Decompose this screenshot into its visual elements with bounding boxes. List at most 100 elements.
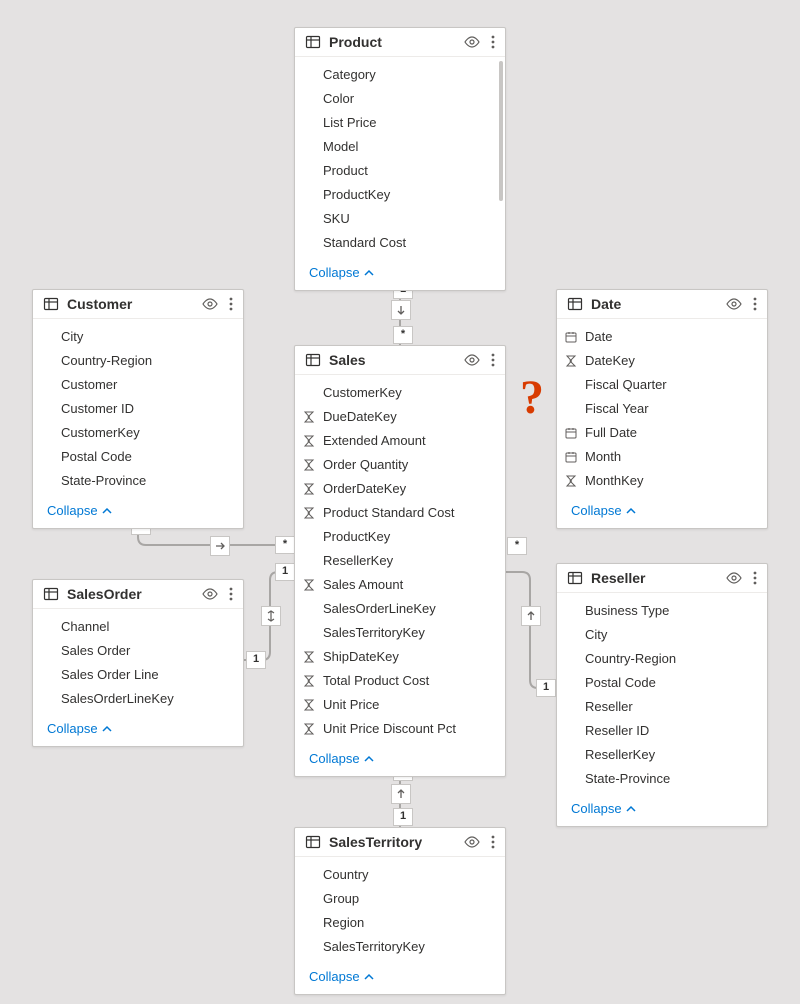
field-row[interactable]: Order Quantity: [295, 453, 505, 477]
field-row[interactable]: Channel: [33, 615, 243, 639]
field-row[interactable]: Country-Region: [557, 647, 767, 671]
table-header[interactable]: Sales: [295, 346, 505, 375]
field-row[interactable]: ProductKey: [295, 183, 505, 207]
field-row[interactable]: Model: [295, 135, 505, 159]
field-row[interactable]: Reseller ID: [557, 719, 767, 743]
visibility-icon[interactable]: [725, 297, 743, 311]
field-row[interactable]: List Price: [295, 111, 505, 135]
relationship-reseller-sales[interactable]: [506, 572, 556, 688]
field-row[interactable]: OrderDateKey: [295, 477, 505, 501]
field-row[interactable]: City: [557, 623, 767, 647]
filter-direction-icon[interactable]: [391, 300, 411, 320]
table-card-reseller[interactable]: Reseller Business TypeCityCountry-RegionP…: [556, 563, 768, 827]
field-row[interactable]: Extended Amount: [295, 429, 505, 453]
field-row[interactable]: CustomerKey: [33, 421, 243, 445]
field-row[interactable]: SalesOrderLineKey: [33, 687, 243, 711]
field-row[interactable]: Country-Region: [33, 349, 243, 373]
field-row[interactable]: Fiscal Quarter: [557, 373, 767, 397]
collapse-button[interactable]: Collapse: [309, 751, 374, 766]
more-options-icon[interactable]: [753, 570, 757, 586]
visibility-icon[interactable]: [463, 35, 481, 49]
field-row[interactable]: Region: [295, 911, 505, 935]
field-row[interactable]: SalesOrderLineKey: [295, 597, 505, 621]
collapse-button[interactable]: Collapse: [47, 721, 112, 736]
field-row[interactable]: Total Product Cost: [295, 669, 505, 693]
field-row[interactable]: Month: [557, 445, 767, 469]
field-row[interactable]: MonthKey: [557, 469, 767, 493]
visibility-icon[interactable]: [463, 835, 481, 849]
field-row[interactable]: Product: [295, 159, 505, 183]
table-header[interactable]: Product: [295, 28, 505, 57]
field-row[interactable]: Sales Amount: [295, 573, 505, 597]
filter-direction-icon[interactable]: [391, 784, 411, 804]
table-title: SalesTerritory: [329, 834, 463, 850]
table-card-salesterritory[interactable]: SalesTerritory CountryGroupRegionSalesTer…: [294, 827, 506, 995]
visibility-icon[interactable]: [201, 587, 219, 601]
more-options-icon[interactable]: [229, 296, 233, 312]
missing-relationship-annotation: ?: [520, 370, 544, 425]
field-row[interactable]: Full Date: [557, 421, 767, 445]
field-row[interactable]: Product Standard Cost: [295, 501, 505, 525]
field-row[interactable]: Customer ID: [33, 397, 243, 421]
field-row[interactable]: Date: [557, 325, 767, 349]
field-row[interactable]: ShipDateKey: [295, 645, 505, 669]
field-row[interactable]: Reseller: [557, 695, 767, 719]
table-card-customer[interactable]: CustomerCityCountry-RegionCustomerCustom…: [32, 289, 244, 529]
field-row[interactable]: Postal Code: [557, 671, 767, 695]
field-row[interactable]: Color: [295, 87, 505, 111]
table-header[interactable]: Reseller: [557, 564, 767, 593]
field-row[interactable]: Sales Order: [33, 639, 243, 663]
field-row[interactable]: Group: [295, 887, 505, 911]
visibility-icon[interactable]: [725, 571, 743, 585]
table-header[interactable]: Date: [557, 290, 767, 319]
table-header[interactable]: SalesOrder: [33, 580, 243, 609]
field-row[interactable]: City: [33, 325, 243, 349]
field-row[interactable]: Standard Cost: [295, 231, 505, 255]
field-row[interactable]: ResellerKey: [557, 743, 767, 767]
field-row[interactable]: CustomerKey: [295, 381, 505, 405]
table-card-sales[interactable]: Sales CustomerKeyDueDateKeyExtended Amoun…: [294, 345, 506, 777]
visibility-icon[interactable]: [201, 297, 219, 311]
visibility-icon[interactable]: [463, 353, 481, 367]
field-row[interactable]: ProductKey: [295, 525, 505, 549]
field-row[interactable]: DateKey: [557, 349, 767, 373]
field-row[interactable]: State-Province: [557, 767, 767, 791]
model-diagram-canvas[interactable]: 1*1*111*1* ? ProductCategoryColorList Pr…: [0, 0, 800, 1004]
scrollbar-thumb[interactable]: [499, 61, 503, 201]
field-row[interactable]: SKU: [295, 207, 505, 231]
collapse-button[interactable]: Collapse: [571, 503, 636, 518]
table-card-product[interactable]: ProductCategoryColorList PriceModelProdu…: [294, 27, 506, 291]
field-row[interactable]: Customer: [33, 373, 243, 397]
field-row[interactable]: State-Province: [33, 469, 243, 493]
field-row[interactable]: ResellerKey: [295, 549, 505, 573]
table-card-salesorder[interactable]: SalesOrder ChannelSales OrderSales Order …: [32, 579, 244, 747]
table-header[interactable]: SalesTerritory: [295, 828, 505, 857]
field-row[interactable]: Sales Order Line: [33, 663, 243, 687]
filter-direction-icon[interactable]: [521, 606, 541, 626]
filter-direction-icon[interactable]: [261, 606, 281, 626]
field-row[interactable]: SalesTerritoryKey: [295, 621, 505, 645]
collapse-button[interactable]: Collapse: [47, 503, 112, 518]
field-row[interactable]: Postal Code: [33, 445, 243, 469]
field-row[interactable]: DueDateKey: [295, 405, 505, 429]
field-row[interactable]: Fiscal Year: [557, 397, 767, 421]
field-row[interactable]: SalesTerritoryKey: [295, 935, 505, 959]
table-card-date[interactable]: DateDateDateKeyFiscal QuarterFiscal Year…: [556, 289, 768, 529]
field-row[interactable]: Business Type: [557, 599, 767, 623]
field-row[interactable]: Unit Price Discount Pct: [295, 717, 505, 741]
more-options-icon[interactable]: [491, 352, 495, 368]
field-row[interactable]: Category: [295, 63, 505, 87]
collapse-button[interactable]: Collapse: [309, 969, 374, 984]
table-header[interactable]: Customer: [33, 290, 243, 319]
field-row[interactable]: Country: [295, 863, 505, 887]
more-options-icon[interactable]: [229, 586, 233, 602]
collapse-button[interactable]: Collapse: [309, 265, 374, 280]
cardinality-badge: *: [393, 326, 413, 344]
table-title: Date: [591, 296, 725, 312]
collapse-button[interactable]: Collapse: [571, 801, 636, 816]
field-row[interactable]: Unit Price: [295, 693, 505, 717]
more-options-icon[interactable]: [753, 296, 757, 312]
more-options-icon[interactable]: [491, 34, 495, 50]
more-options-icon[interactable]: [491, 834, 495, 850]
filter-direction-icon[interactable]: [210, 536, 230, 556]
